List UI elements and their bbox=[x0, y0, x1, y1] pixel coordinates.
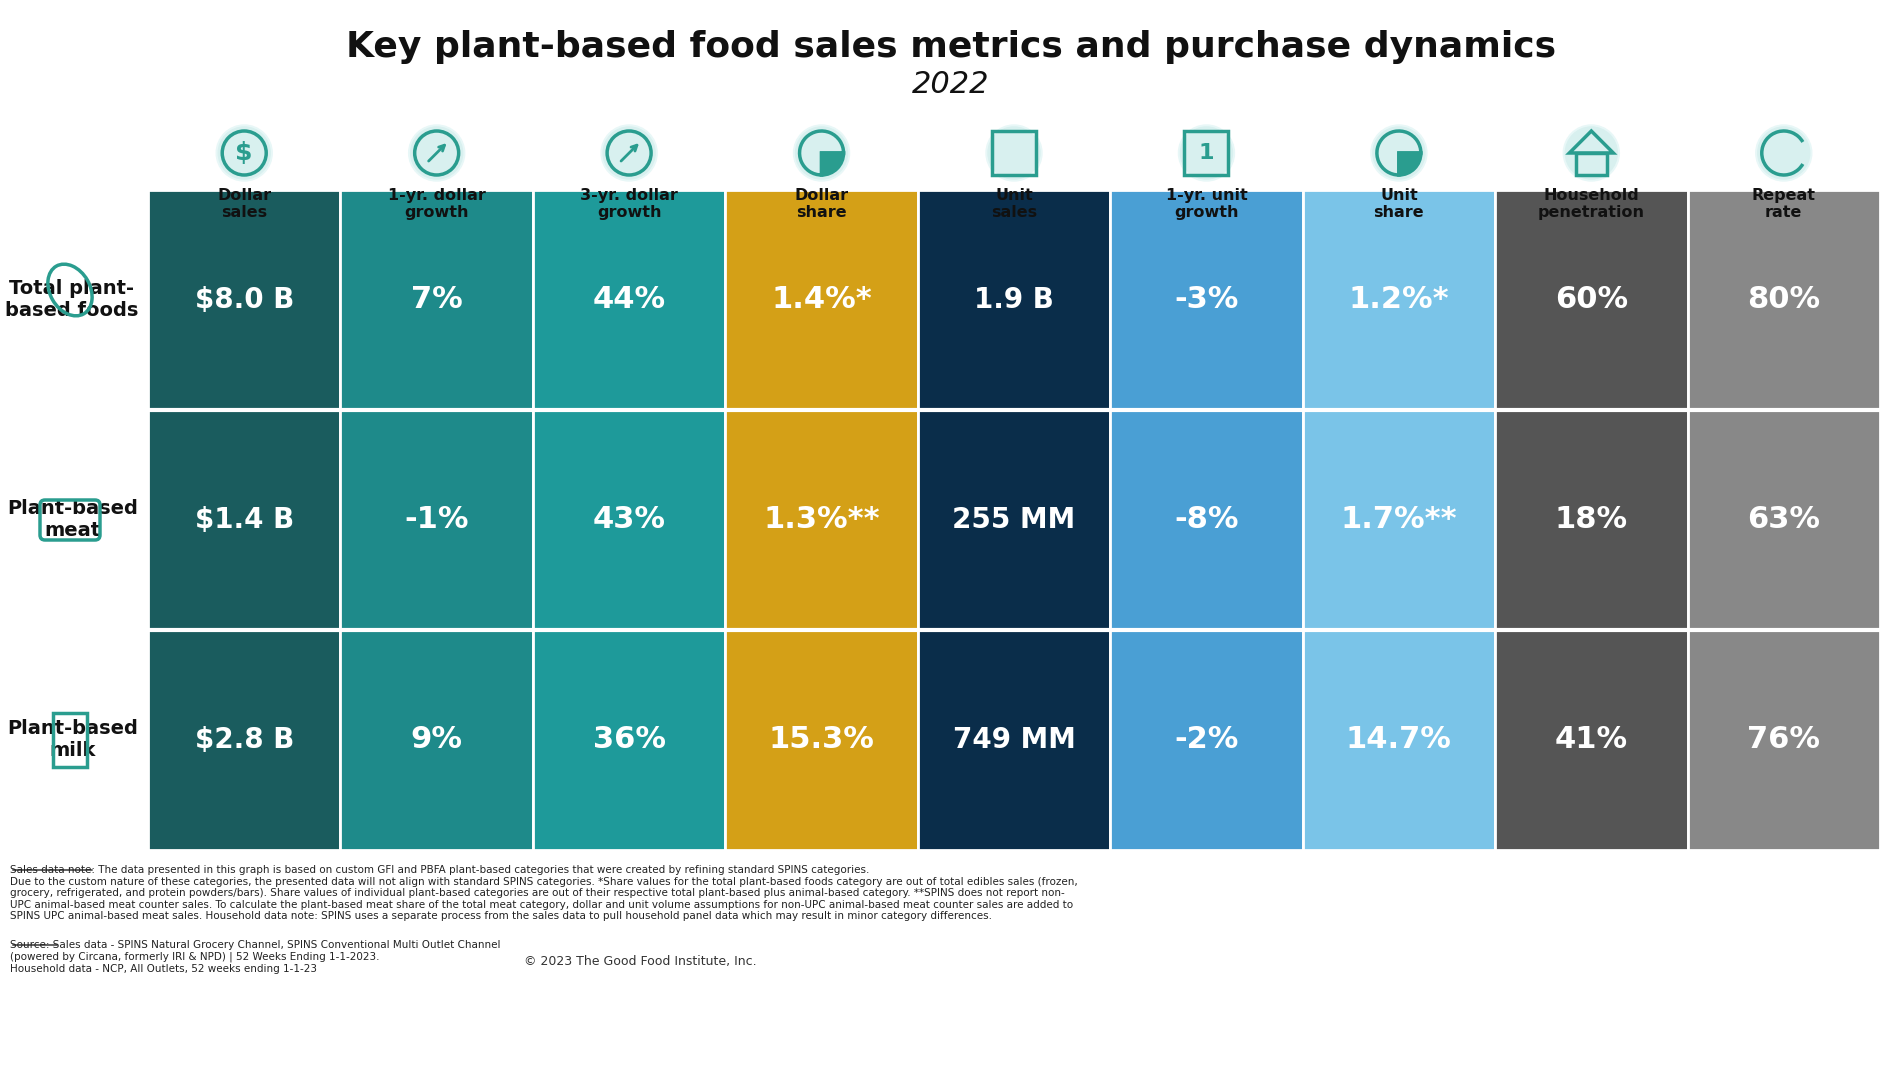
Text: 41%: 41% bbox=[1555, 726, 1627, 755]
FancyBboxPatch shape bbox=[533, 190, 725, 410]
Text: 1.2%*: 1.2%* bbox=[1349, 285, 1450, 314]
Text: 18%: 18% bbox=[1555, 505, 1627, 535]
FancyBboxPatch shape bbox=[1496, 630, 1688, 850]
Text: 2022: 2022 bbox=[912, 70, 990, 99]
Text: -8%: -8% bbox=[1174, 505, 1239, 535]
Text: 60%: 60% bbox=[1555, 285, 1627, 314]
FancyBboxPatch shape bbox=[341, 410, 533, 630]
Text: Key plant-based food sales metrics and purchase dynamics: Key plant-based food sales metrics and p… bbox=[346, 30, 1557, 64]
Text: 36%: 36% bbox=[592, 726, 666, 755]
FancyBboxPatch shape bbox=[1688, 410, 1880, 630]
Text: Source: Sales data - SPINS Natural Grocery Channel, SPINS Conventional Multi Out: Source: Sales data - SPINS Natural Groce… bbox=[10, 940, 500, 974]
Text: 9%: 9% bbox=[411, 726, 462, 755]
Circle shape bbox=[795, 127, 847, 179]
FancyBboxPatch shape bbox=[917, 410, 1109, 630]
Text: Household
penetration: Household penetration bbox=[1538, 188, 1644, 220]
Text: $8.0 B: $8.0 B bbox=[194, 286, 293, 314]
FancyBboxPatch shape bbox=[917, 190, 1109, 410]
FancyBboxPatch shape bbox=[1688, 630, 1880, 850]
Wedge shape bbox=[1399, 153, 1422, 175]
Circle shape bbox=[601, 125, 657, 181]
Text: -3%: -3% bbox=[1174, 285, 1239, 314]
Text: 1.4%*: 1.4%* bbox=[771, 285, 872, 314]
Circle shape bbox=[1756, 125, 1812, 181]
Circle shape bbox=[1370, 125, 1427, 181]
Circle shape bbox=[1180, 127, 1233, 179]
FancyBboxPatch shape bbox=[725, 410, 917, 630]
Circle shape bbox=[1372, 127, 1425, 179]
FancyBboxPatch shape bbox=[1304, 190, 1496, 410]
FancyBboxPatch shape bbox=[1109, 410, 1304, 630]
Text: 255 MM: 255 MM bbox=[952, 507, 1075, 534]
Text: 1-yr. unit
growth: 1-yr. unit growth bbox=[1165, 188, 1246, 220]
Circle shape bbox=[603, 127, 655, 179]
Text: Dollar
sales: Dollar sales bbox=[217, 188, 272, 220]
Circle shape bbox=[986, 125, 1043, 181]
FancyBboxPatch shape bbox=[341, 630, 533, 850]
Text: 1: 1 bbox=[1199, 143, 1214, 163]
Text: Sales data note: The data presented in this graph is based on custom GFI and PBF: Sales data note: The data presented in t… bbox=[10, 865, 1077, 921]
Text: $: $ bbox=[236, 141, 253, 165]
FancyBboxPatch shape bbox=[148, 410, 341, 630]
Text: 80%: 80% bbox=[1747, 285, 1821, 314]
FancyBboxPatch shape bbox=[1304, 410, 1496, 630]
Text: 1.9 B: 1.9 B bbox=[974, 286, 1054, 314]
Text: 1-yr. dollar
growth: 1-yr. dollar growth bbox=[388, 188, 485, 220]
FancyBboxPatch shape bbox=[1688, 190, 1880, 410]
Text: 76%: 76% bbox=[1747, 726, 1821, 755]
FancyBboxPatch shape bbox=[1109, 630, 1304, 850]
FancyBboxPatch shape bbox=[341, 190, 533, 410]
Text: 749 MM: 749 MM bbox=[953, 726, 1075, 754]
Text: 3-yr. dollar
growth: 3-yr. dollar growth bbox=[580, 188, 677, 220]
Text: Total plant-
based foods: Total plant- based foods bbox=[4, 280, 139, 321]
Text: 63%: 63% bbox=[1747, 505, 1821, 535]
Text: 1.3%**: 1.3%** bbox=[763, 505, 879, 535]
FancyBboxPatch shape bbox=[533, 630, 725, 850]
Circle shape bbox=[794, 125, 849, 181]
Circle shape bbox=[988, 127, 1041, 179]
FancyBboxPatch shape bbox=[1496, 190, 1688, 410]
Circle shape bbox=[219, 127, 270, 179]
Text: 43%: 43% bbox=[592, 505, 666, 535]
Text: Plant-based
meat: Plant-based meat bbox=[8, 499, 139, 540]
Text: Dollar
share: Dollar share bbox=[794, 188, 849, 220]
FancyBboxPatch shape bbox=[1109, 190, 1304, 410]
Wedge shape bbox=[822, 153, 843, 175]
Text: 7%: 7% bbox=[411, 285, 462, 314]
Text: 1.7%**: 1.7%** bbox=[1340, 505, 1458, 535]
Text: -1%: -1% bbox=[405, 505, 468, 535]
Text: Unit
sales: Unit sales bbox=[991, 188, 1037, 220]
FancyBboxPatch shape bbox=[148, 190, 341, 410]
Circle shape bbox=[409, 125, 464, 181]
FancyBboxPatch shape bbox=[148, 630, 341, 850]
FancyBboxPatch shape bbox=[725, 190, 917, 410]
Circle shape bbox=[217, 125, 272, 181]
Text: 15.3%: 15.3% bbox=[769, 726, 875, 755]
FancyBboxPatch shape bbox=[917, 630, 1109, 850]
FancyBboxPatch shape bbox=[1304, 630, 1496, 850]
Text: $1.4 B: $1.4 B bbox=[194, 507, 293, 534]
Text: 44%: 44% bbox=[592, 285, 666, 314]
Text: Plant-based
milk: Plant-based milk bbox=[8, 719, 139, 760]
Text: -2%: -2% bbox=[1174, 726, 1239, 755]
Circle shape bbox=[1566, 127, 1618, 179]
Circle shape bbox=[411, 127, 462, 179]
Text: © 2023 The Good Food Institute, Inc.: © 2023 The Good Food Institute, Inc. bbox=[523, 955, 755, 968]
FancyBboxPatch shape bbox=[1496, 410, 1688, 630]
FancyBboxPatch shape bbox=[533, 410, 725, 630]
Text: Unit
share: Unit share bbox=[1374, 188, 1423, 220]
Circle shape bbox=[1758, 127, 1810, 179]
Text: Repeat
rate: Repeat rate bbox=[1753, 188, 1815, 220]
FancyBboxPatch shape bbox=[725, 630, 917, 850]
Circle shape bbox=[1178, 125, 1235, 181]
Text: 14.7%: 14.7% bbox=[1345, 726, 1452, 755]
Circle shape bbox=[1564, 125, 1619, 181]
Text: $2.8 B: $2.8 B bbox=[194, 726, 293, 754]
